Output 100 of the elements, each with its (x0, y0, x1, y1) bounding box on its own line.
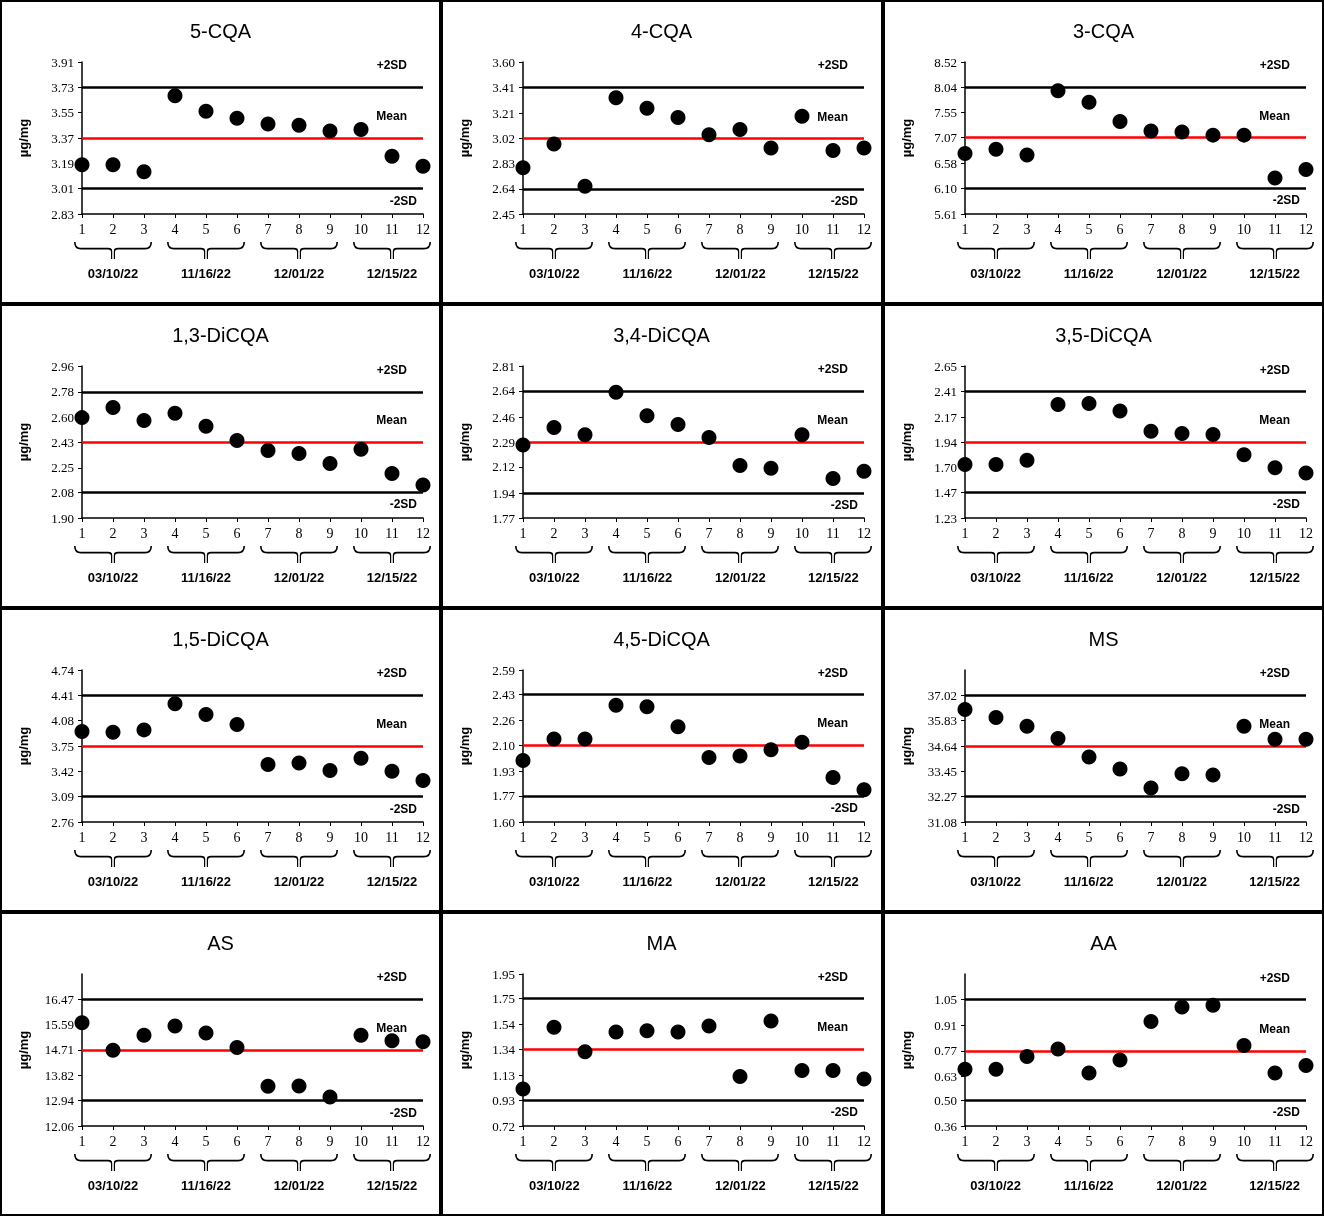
x-tick-label: 11 (1267, 829, 1282, 845)
x-tick-label: 1 (78, 525, 86, 541)
y-tick-label: 2.60 (51, 410, 74, 426)
point (1019, 147, 1035, 163)
x-tick-label: 7 (705, 829, 713, 845)
x-tick-label: 7 (264, 221, 272, 237)
y-tick-label: 1.34 (492, 1041, 516, 1057)
point (763, 742, 779, 758)
x-tick-label: 9 (1209, 525, 1217, 541)
x-tick-label: 8 (1178, 525, 1186, 541)
point (670, 110, 686, 126)
y-tick-label: 1.94 (492, 485, 516, 501)
y-tick-label: 35.83 (927, 713, 957, 729)
point (1050, 730, 1066, 746)
x-tick-label: 8 (295, 829, 303, 845)
x-tick-label: 9 (326, 829, 334, 845)
point (1143, 1014, 1159, 1030)
y-tick-label: 2.64 (492, 181, 516, 197)
point (794, 108, 810, 124)
x-tick-label: 7 (705, 525, 713, 541)
y-tick-label: 1.95 (492, 966, 516, 982)
y-axis-title: µg/mg (16, 1030, 31, 1070)
point (1236, 127, 1252, 143)
y-axis-title: µg/mg (898, 726, 914, 766)
point (639, 100, 655, 116)
point (1236, 718, 1252, 734)
y-axis-title: µg/mg (898, 118, 914, 158)
x-tick-label: 4 (171, 829, 179, 845)
x-tick-label: 4 (612, 1133, 620, 1149)
x-tick-label: 2 (992, 1133, 1000, 1149)
y-tick-label: 0.91 (933, 1017, 957, 1033)
text: 12/01/22 (715, 570, 766, 585)
ref-line-label: +2SD (1259, 666, 1290, 681)
point (608, 384, 624, 400)
x-tick-label: 9 (767, 221, 775, 237)
x-tick-label: 10 (354, 829, 368, 845)
point (136, 1027, 152, 1043)
point (856, 1071, 872, 1087)
y-axis-title: µg/mg (457, 726, 473, 766)
point (546, 1019, 562, 1035)
x-tick-label: 12 (416, 221, 430, 237)
ref-line-label: -2SD (1272, 193, 1300, 208)
x-tick-label: 3 (581, 829, 589, 845)
ref-line-label: +2SD (376, 970, 408, 985)
point (1174, 124, 1190, 140)
y-tick-label: 2.25 (51, 460, 74, 476)
x-tick-label: 10 (1236, 525, 1251, 541)
point (701, 750, 717, 766)
point (1174, 766, 1190, 782)
y-tick-label: 0.36 (933, 1118, 958, 1134)
chart-title: 4-CQA (631, 20, 694, 42)
y-tick-label: 1.05 (933, 992, 957, 1008)
x-tick-label: 3 (140, 1133, 148, 1149)
x-tick-label: 7 (1147, 1133, 1155, 1149)
text: 03/10/22 (529, 1178, 580, 1193)
y-tick-label: 1.75 (492, 991, 516, 1007)
text: 03/10/22 (87, 1178, 139, 1193)
text: 12/15/22 (808, 1178, 859, 1193)
point (546, 419, 562, 435)
point (167, 405, 183, 421)
y-tick-label: 2.83 (51, 206, 74, 222)
point (136, 164, 152, 180)
x-tick-label: 12 (416, 829, 430, 845)
x-tick-label: 2 (550, 829, 558, 845)
x-tick-label: 8 (295, 525, 303, 541)
x-tick-label: 4 (1054, 221, 1062, 237)
x-tick-label: 7 (264, 829, 272, 845)
point (1298, 731, 1314, 747)
point (1298, 465, 1314, 481)
y-tick-label: 2.17 (933, 409, 958, 425)
y-tick-label: 3.42 (51, 763, 74, 779)
ref-line-label: Mean (1258, 413, 1290, 427)
text: 11/16/22 (1063, 570, 1114, 585)
x-tick-label: 2 (109, 1133, 117, 1149)
x-tick-label: 1 (961, 221, 969, 237)
y-tick-label: 2.43 (51, 434, 74, 450)
y-tick-label: 4.74 (51, 662, 75, 678)
point (957, 1061, 973, 1077)
y-axis-title: µg/mg (16, 726, 31, 766)
text: 12/15/22 (366, 874, 418, 889)
point (577, 178, 593, 194)
point (260, 756, 276, 772)
x-tick-label: 3 (140, 525, 148, 541)
x-tick-label: 4 (171, 525, 179, 541)
point (957, 456, 973, 472)
chart-title: 3,4-DiCQA (613, 324, 711, 346)
x-tick-label: 9 (326, 525, 334, 541)
ref-line-label: Mean (817, 1020, 849, 1035)
x-tick-label: 10 (795, 829, 810, 845)
x-tick-label: 5 (1085, 221, 1093, 237)
text: 12/01/22 (273, 266, 325, 281)
x-tick-label: 2 (109, 221, 117, 237)
x-tick-label: 11 (826, 1133, 841, 1149)
text: 12/15/22 (366, 1178, 418, 1193)
point (577, 1044, 593, 1060)
point (1019, 1048, 1035, 1064)
x-tick-label: 5 (202, 221, 210, 237)
point (1112, 761, 1128, 777)
x-tick-label: 1 (78, 829, 86, 845)
point (732, 457, 748, 473)
